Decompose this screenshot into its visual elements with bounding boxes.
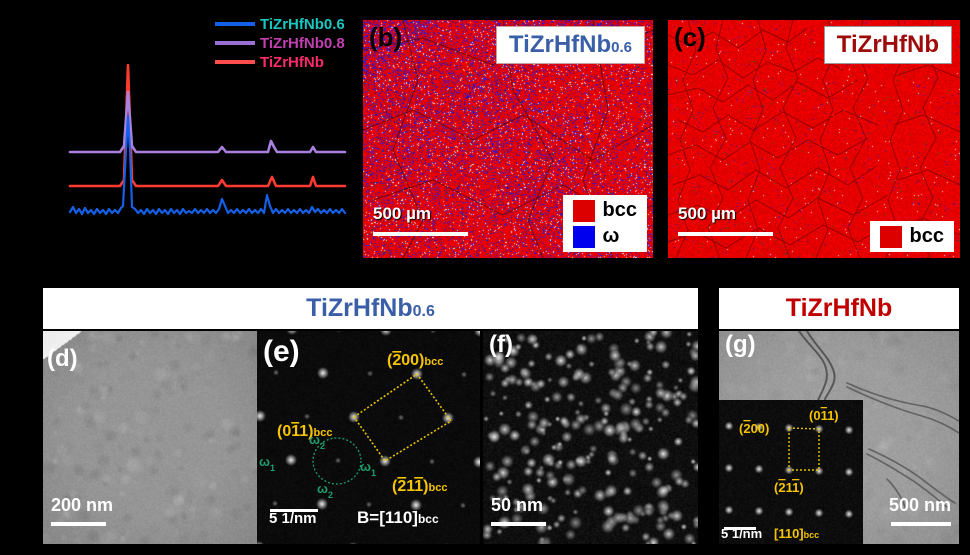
svg-text:TiZrHfNb0.6: TiZrHfNb0.6	[260, 16, 345, 33]
svg-text:5 1/nm: 5 1/nm	[269, 510, 317, 527]
svg-text:(e): (e)	[263, 335, 300, 368]
svg-text:(011)bcc: (011)bcc	[277, 423, 332, 440]
svg-text:(211)bcc: (211)bcc	[392, 478, 447, 495]
svg-text:(200)bcc: (200)bcc	[387, 352, 443, 369]
svg-text:ω1: ω1	[360, 459, 376, 478]
svg-text:[110]bcc: [110]bcc	[774, 526, 819, 541]
svg-text:(200): (200)	[739, 421, 769, 436]
svg-text:(211): (211)	[774, 480, 804, 495]
svg-text:TiZrHfNb0.8: TiZrHfNb0.8	[260, 35, 345, 52]
svg-text:ω1: ω1	[259, 454, 275, 473]
svg-text:TiZrHfNb: TiZrHfNb	[260, 54, 324, 71]
svg-text:(011): (011)	[809, 408, 839, 423]
svg-text:B=[110]bcc: B=[110]bcc	[357, 508, 439, 527]
svg-text:ω2: ω2	[317, 481, 333, 500]
